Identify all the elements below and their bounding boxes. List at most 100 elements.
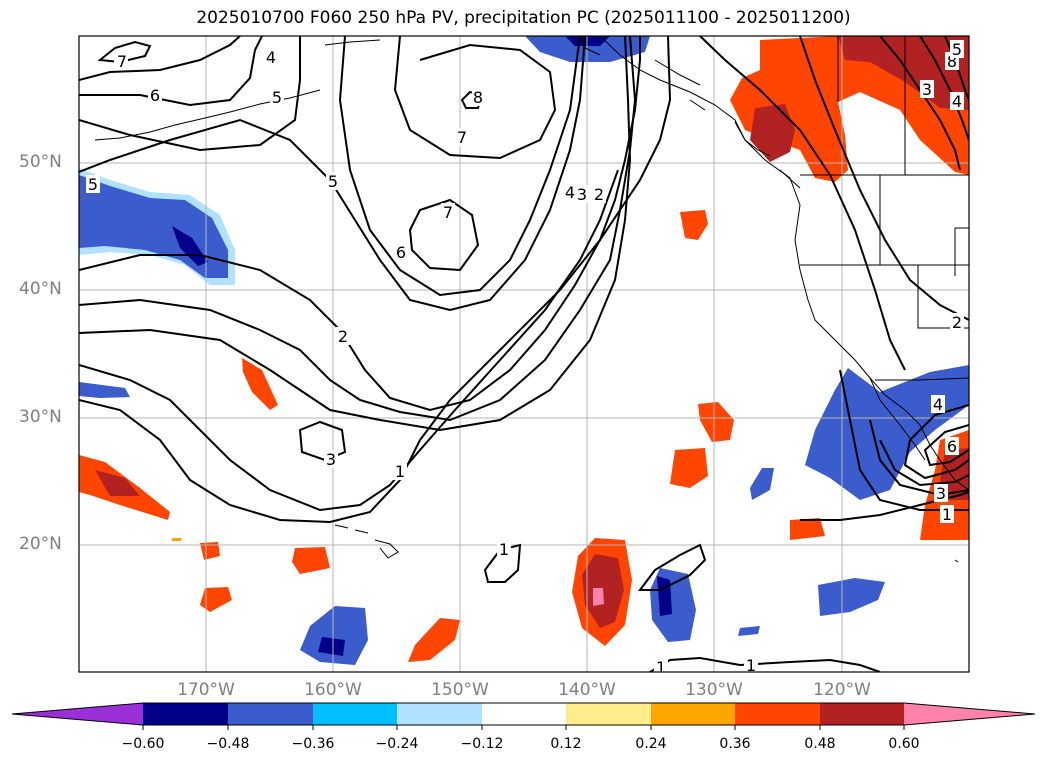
contour-w-7	[79, 36, 241, 81]
precip-pos-4	[200, 587, 232, 612]
contour-label: 7	[443, 203, 453, 222]
contour-label-bg	[654, 660, 668, 672]
border-us-mexico	[875, 377, 969, 381]
colorbar-tick-label: −0.12	[460, 736, 504, 752]
colorbar-segment	[397, 703, 482, 725]
precip-pos-ne-dark2	[750, 104, 795, 162]
contour-ne-1	[879, 36, 961, 171]
lon-label-130w: 130°W	[685, 680, 743, 700]
coast-islands-bc	[734, 121, 801, 189]
colorbar-segment	[820, 703, 904, 725]
contour-label-bg	[264, 48, 278, 66]
contour-label: 4	[952, 92, 962, 111]
contour-label: 6	[947, 437, 957, 456]
contour-label-bg	[324, 450, 338, 468]
lat-label-50n: 50°N	[19, 152, 62, 172]
contour-5-mid	[79, 36, 586, 312]
precip-blob-small2	[738, 626, 760, 636]
contour-label-bg	[336, 327, 350, 345]
contour-label-bg	[744, 656, 758, 672]
contour-label-bg	[114, 52, 128, 70]
contour-label: 1	[746, 656, 756, 675]
colorbar-segment	[651, 703, 735, 725]
contour-label: 1	[656, 658, 666, 677]
contour-label-bg	[472, 88, 486, 106]
lat-label-30n: 30°N	[19, 407, 62, 427]
lon-label-120w: 120°W	[813, 680, 871, 700]
contour-label-bg	[940, 505, 954, 523]
lon-label-160w: 160°W	[304, 680, 362, 700]
contour-label: 2	[338, 327, 348, 346]
contour-label-bg	[270, 88, 284, 106]
contour-4-mid	[79, 36, 632, 432]
contour-label: 2	[594, 185, 604, 204]
coast-aleutians	[94, 39, 381, 141]
contour-label: 5	[272, 88, 282, 107]
precip-blob-small1	[750, 468, 774, 500]
colorbar-tick-label: 0.36	[719, 736, 751, 752]
contour-1-lower	[79, 36, 672, 524]
colorbar-tick-label: −0.36	[291, 736, 335, 752]
contour-2-lower	[79, 169, 619, 512]
contour-label: 5	[88, 175, 98, 194]
lon-label-170w: 170°W	[177, 680, 235, 700]
contour-1-bottom	[649, 656, 881, 672]
contour-label: 4	[933, 395, 943, 414]
contour-label-bg	[920, 80, 934, 98]
lon-label-140w: 140°W	[558, 680, 616, 700]
precip-pos-2	[200, 542, 220, 560]
contour-label-bg	[394, 243, 408, 261]
colorbar-segment	[12, 703, 143, 725]
contour-label: 7	[117, 52, 127, 71]
contour-3-small	[298, 420, 347, 462]
colorbar-tick-label: 0.60	[888, 736, 920, 752]
contour-label: 2	[952, 313, 962, 332]
contour-ne-2	[919, 36, 969, 141]
contour-se-2	[839, 369, 969, 511]
contour-label: 3	[936, 484, 946, 503]
colorbar-segment	[228, 703, 313, 725]
contour-label: 1	[395, 462, 405, 481]
lat-label-40n: 40°N	[19, 279, 62, 299]
colorbar-tick-label: −0.60	[121, 736, 165, 752]
contour-label: 8	[473, 88, 483, 107]
contour-label: 7	[457, 128, 467, 147]
precip-pos-8	[698, 402, 734, 442]
colorbar-tick-label: 0.48	[804, 736, 836, 752]
contour-7-mid	[408, 198, 480, 272]
coast-baja	[869, 377, 926, 461]
contour-se-1	[800, 491, 969, 521]
lat-label-20n: 20°N	[19, 534, 62, 554]
colorbar-segment	[566, 703, 651, 725]
contour-label-bg	[326, 172, 340, 190]
contour-6-w	[79, 36, 263, 107]
contour-label-bg	[563, 183, 577, 201]
gridlines	[79, 36, 969, 672]
contour-label-bg	[931, 395, 945, 413]
precip-pos-5	[408, 618, 460, 662]
contour-label: 4	[266, 48, 276, 67]
precip-negative	[79, 36, 969, 665]
contour-label-bg	[950, 40, 964, 58]
colorbar-tick-label: 0.12	[550, 736, 582, 752]
map-frame	[78, 35, 970, 673]
contour-label-group: 7 6 4 5 5 8 7 5 7 6 4 3 2 2 3 1 1 1 1 8 …	[86, 40, 964, 677]
contour-2-big	[79, 36, 641, 412]
coastlines	[94, 36, 969, 563]
contour-7-north	[393, 36, 557, 160]
contour-1-south2	[638, 543, 707, 591]
precip-blob-sw	[300, 606, 368, 665]
coast-north-america	[599, 36, 969, 491]
contour-label-bg	[592, 185, 606, 203]
lon-label-150w: 150°W	[431, 680, 489, 700]
colorbar-segment	[735, 703, 820, 725]
precip-blob-se2	[818, 578, 885, 616]
contour-label-bg	[497, 540, 511, 558]
contour-6-mid	[338, 36, 581, 297]
coast-hawaii	[334, 524, 399, 559]
contour-label-bg	[950, 92, 964, 110]
colorbar-tick-label: 0.24	[635, 736, 667, 752]
contour-e-long2	[699, 36, 906, 371]
precip-blob-w	[79, 382, 130, 398]
